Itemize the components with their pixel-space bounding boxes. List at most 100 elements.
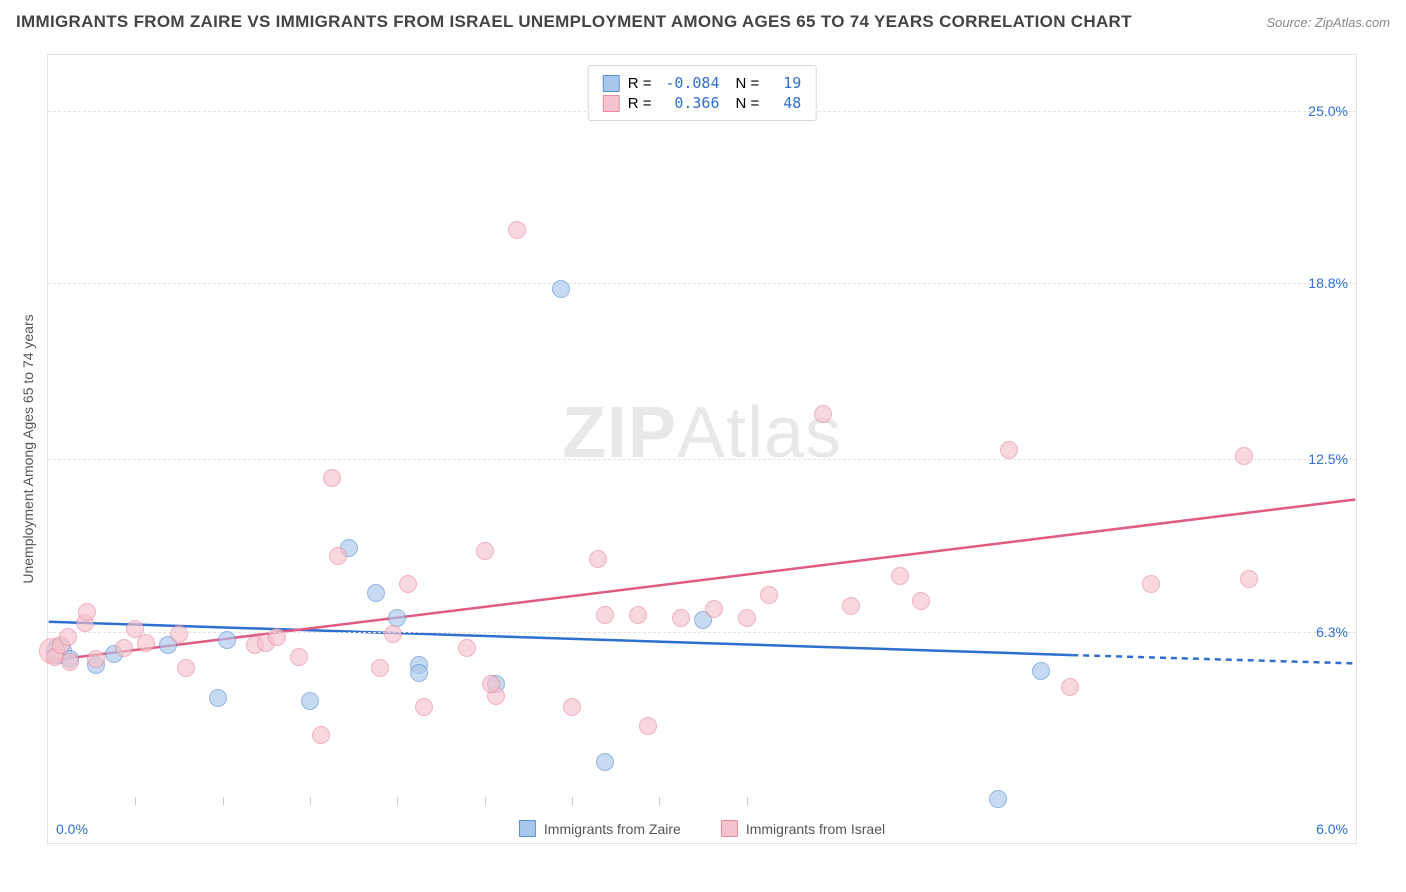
data-point-israel: [323, 469, 341, 487]
data-point-zaire: [694, 611, 712, 629]
data-point-israel: [760, 586, 778, 604]
data-point-israel: [1235, 447, 1253, 465]
data-point-israel: [371, 659, 389, 677]
data-point-zaire: [989, 790, 1007, 808]
x-tick-mark: [310, 797, 311, 805]
data-point-israel: [329, 547, 347, 565]
data-point-israel: [912, 592, 930, 610]
x-tick-right: 6.0%: [1316, 821, 1348, 837]
gridline: [48, 459, 1356, 460]
r-value-israel: 0.366: [664, 94, 720, 112]
data-point-israel: [52, 636, 70, 654]
data-point-zaire: [87, 656, 105, 674]
trend-lines-svg: [48, 55, 1356, 843]
data-point-israel: [1240, 570, 1258, 588]
data-point-israel: [1061, 678, 1079, 696]
y-tick-label: 12.5%: [1308, 451, 1348, 467]
data-point-israel: [177, 659, 195, 677]
trend-line: [49, 622, 1073, 655]
x-tick-mark: [485, 797, 486, 805]
data-point-zaire: [1032, 662, 1050, 680]
data-point-israel: [596, 606, 614, 624]
swatch-pink: [603, 95, 620, 112]
r-label: R =: [628, 75, 652, 92]
data-point-israel: [508, 221, 526, 239]
data-point-israel: [39, 638, 65, 664]
data-point-israel: [415, 698, 433, 716]
y-tick-label: 25.0%: [1308, 103, 1348, 119]
source-label: Source: ZipAtlas.com: [1266, 15, 1390, 30]
data-point-israel: [842, 597, 860, 615]
data-point-israel: [312, 726, 330, 744]
data-point-israel: [482, 675, 500, 693]
data-point-zaire: [61, 650, 79, 668]
data-point-zaire: [487, 675, 505, 693]
watermark-zip: ZIP: [562, 393, 677, 473]
data-point-zaire: [105, 645, 123, 663]
y-axis-label: Unemployment Among Ages 65 to 74 years: [20, 314, 36, 583]
legend-item-israel: Immigrants from Israel: [721, 820, 885, 837]
x-tick-left: 0.0%: [56, 821, 88, 837]
x-tick-mark: [572, 797, 573, 805]
bottom-legend: Immigrants from Zaire Immigrants from Is…: [519, 820, 885, 837]
gridline: [48, 632, 1356, 633]
data-point-zaire: [340, 539, 358, 557]
data-point-israel: [814, 405, 832, 423]
swatch-blue: [603, 75, 620, 92]
data-point-israel: [61, 653, 79, 671]
swatch-blue: [519, 820, 536, 837]
data-point-zaire: [46, 638, 72, 664]
data-point-israel: [705, 600, 723, 618]
legend-label-israel: Immigrants from Israel: [746, 821, 885, 837]
data-point-israel: [738, 609, 756, 627]
x-tick-mark: [223, 797, 224, 805]
data-point-zaire: [159, 636, 177, 654]
data-point-israel: [639, 717, 657, 735]
data-point-zaire: [388, 609, 406, 627]
gridline: [48, 283, 1356, 284]
x-tick-mark: [135, 797, 136, 805]
data-point-zaire: [301, 692, 319, 710]
data-point-israel: [384, 625, 402, 643]
data-point-israel: [458, 639, 476, 657]
data-point-zaire: [209, 689, 227, 707]
data-point-israel: [126, 620, 144, 638]
data-point-israel: [629, 606, 647, 624]
legend-item-zaire: Immigrants from Zaire: [519, 820, 681, 837]
x-tick-mark: [397, 797, 398, 805]
data-point-israel: [487, 687, 505, 705]
y-tick-label: 6.3%: [1316, 624, 1348, 640]
n-label: N =: [736, 75, 760, 92]
data-point-zaire: [367, 584, 385, 602]
trend-line: [1072, 655, 1355, 663]
data-point-israel: [1142, 575, 1160, 593]
n-label: N =: [736, 95, 760, 112]
data-point-israel: [76, 614, 94, 632]
stat-row-zaire: R = -0.084 N = 19: [603, 74, 802, 92]
data-point-israel: [78, 603, 96, 621]
data-point-israel: [476, 542, 494, 560]
trend-line: [49, 500, 1356, 661]
stat-row-israel: R = 0.366 N = 48: [603, 94, 802, 112]
watermark-rest: Atlas: [677, 393, 842, 473]
chart-title: IMMIGRANTS FROM ZAIRE VS IMMIGRANTS FROM…: [16, 12, 1132, 32]
x-tick-mark: [659, 797, 660, 805]
r-value-zaire: -0.084: [664, 74, 720, 92]
data-point-israel: [257, 634, 275, 652]
y-tick-label: 18.8%: [1308, 275, 1348, 291]
data-point-israel: [170, 625, 188, 643]
data-point-israel: [399, 575, 417, 593]
x-tick-mark: [747, 797, 748, 805]
r-label: R =: [628, 95, 652, 112]
stat-legend: R = -0.084 N = 19 R = 0.366 N = 48: [588, 65, 817, 121]
n-value-zaire: 19: [771, 74, 801, 92]
data-point-israel: [563, 698, 581, 716]
data-point-israel: [891, 567, 909, 585]
data-point-zaire: [410, 656, 428, 674]
swatch-pink: [721, 820, 738, 837]
data-point-israel: [589, 550, 607, 568]
data-point-zaire: [218, 631, 236, 649]
data-point-israel: [246, 636, 264, 654]
data-point-israel: [46, 648, 64, 666]
watermark: ZIPAtlas: [562, 392, 842, 474]
